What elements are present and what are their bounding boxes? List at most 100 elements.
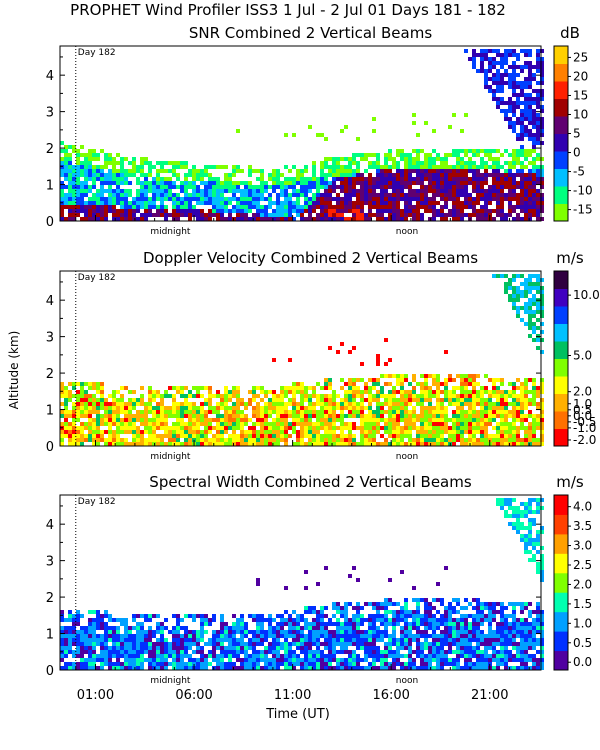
colorbar-segment bbox=[554, 46, 568, 64]
heatmap-cell bbox=[428, 394, 432, 398]
heatmap-cell bbox=[212, 197, 216, 201]
heatmap-cell bbox=[272, 422, 276, 426]
heatmap-cell bbox=[436, 442, 440, 446]
heatmap-cell bbox=[296, 213, 300, 217]
heatmap-cell bbox=[260, 650, 264, 654]
heatmap-cell bbox=[176, 414, 180, 418]
heatmap-cell bbox=[224, 390, 228, 394]
heatmap-cell bbox=[92, 666, 96, 670]
heatmap-cell bbox=[428, 610, 432, 614]
heatmap-cell bbox=[528, 85, 532, 89]
heatmap-cell bbox=[124, 157, 128, 161]
heatmap-cell bbox=[244, 654, 248, 658]
heatmap-cell bbox=[460, 402, 464, 406]
heatmap-cell bbox=[380, 394, 384, 398]
heatmap-cell bbox=[540, 61, 544, 65]
heatmap-cell bbox=[228, 394, 232, 398]
heatmap-cell bbox=[420, 422, 424, 426]
heatmap-cell bbox=[76, 165, 80, 169]
heatmap-cell bbox=[152, 197, 156, 201]
heatmap-cell bbox=[156, 181, 160, 185]
heatmap-cell bbox=[376, 362, 380, 366]
heatmap-cell bbox=[312, 410, 316, 414]
heatmap-cell bbox=[404, 193, 408, 197]
heatmap-cell bbox=[232, 442, 236, 446]
heatmap-cell bbox=[292, 193, 296, 197]
heatmap-cell bbox=[528, 137, 532, 141]
heatmap-cell bbox=[156, 626, 160, 630]
x-axis-label: Time (UT) bbox=[265, 707, 330, 722]
heatmap-cell bbox=[364, 189, 368, 193]
heatmap-cell bbox=[216, 181, 220, 185]
heatmap-cell bbox=[108, 402, 112, 406]
heatmap-cell bbox=[512, 53, 516, 57]
heatmap-cell bbox=[464, 390, 468, 394]
heatmap-cell bbox=[532, 137, 536, 141]
heatmap-cell bbox=[536, 121, 540, 125]
heatmap-cell bbox=[232, 165, 236, 169]
heatmap-cell bbox=[304, 618, 308, 622]
heatmap-cell bbox=[132, 390, 136, 394]
heatmap-cell bbox=[496, 386, 500, 390]
heatmap-cell bbox=[532, 438, 536, 442]
heatmap-cell bbox=[128, 414, 132, 418]
heatmap-cell bbox=[76, 418, 80, 422]
heatmap-cell bbox=[276, 658, 280, 662]
heatmap-cell bbox=[512, 177, 516, 181]
heatmap-cell bbox=[436, 378, 440, 382]
heatmap-cell bbox=[340, 422, 344, 426]
heatmap-cell bbox=[164, 185, 168, 189]
heatmap-cell bbox=[120, 161, 124, 165]
heatmap-cell bbox=[80, 205, 84, 209]
heatmap-cell bbox=[312, 630, 316, 634]
heatmap-cell bbox=[360, 398, 364, 402]
heatmap-cell bbox=[424, 185, 428, 189]
heatmap-cell bbox=[104, 177, 108, 181]
heatmap-cell bbox=[524, 101, 528, 105]
heatmap-cell bbox=[480, 422, 484, 426]
heatmap-cell bbox=[176, 161, 180, 165]
heatmap-cell bbox=[308, 622, 312, 626]
heatmap-cell bbox=[476, 390, 480, 394]
heatmap-cell bbox=[160, 418, 164, 422]
heatmap-cell bbox=[464, 410, 468, 414]
heatmap-cell bbox=[388, 153, 392, 157]
heatmap-cell bbox=[500, 394, 504, 398]
heatmap-cell bbox=[244, 193, 248, 197]
heatmap-cell bbox=[136, 402, 140, 406]
heatmap-cell bbox=[364, 406, 368, 410]
heatmap-cell bbox=[308, 418, 312, 422]
heatmap-cell bbox=[84, 193, 88, 197]
heatmap-cell bbox=[200, 217, 204, 221]
heatmap-cell bbox=[60, 165, 64, 169]
heatmap-cell bbox=[168, 161, 172, 165]
heatmap-cell bbox=[388, 185, 392, 189]
heatmap-cell bbox=[308, 638, 312, 642]
heatmap-cell bbox=[220, 654, 224, 658]
heatmap-cell bbox=[124, 209, 128, 213]
heatmap-cell bbox=[72, 181, 76, 185]
heatmap-cell bbox=[388, 382, 392, 386]
heatmap-cell bbox=[504, 402, 508, 406]
heatmap-cell bbox=[440, 209, 444, 213]
heatmap-cell bbox=[424, 394, 428, 398]
heatmap-cell bbox=[92, 406, 96, 410]
heatmap-cell bbox=[300, 386, 304, 390]
heatmap-cell bbox=[64, 390, 68, 394]
heatmap-cell bbox=[248, 666, 252, 670]
heatmap-cell bbox=[180, 161, 184, 165]
heatmap-cell bbox=[492, 177, 496, 181]
heatmap-cell bbox=[64, 434, 68, 438]
heatmap-cell bbox=[348, 622, 352, 626]
heatmap-cell bbox=[72, 402, 76, 406]
heatmap-cell bbox=[412, 626, 416, 630]
heatmap-cell bbox=[472, 153, 476, 157]
heatmap-cell bbox=[384, 662, 388, 666]
heatmap-cell bbox=[476, 394, 480, 398]
heatmap-cell bbox=[108, 177, 112, 181]
heatmap-cell bbox=[480, 53, 484, 57]
heatmap-cell bbox=[92, 422, 96, 426]
heatmap-cell bbox=[484, 197, 488, 201]
heatmap-cell bbox=[352, 181, 356, 185]
heatmap-cell bbox=[528, 101, 532, 105]
